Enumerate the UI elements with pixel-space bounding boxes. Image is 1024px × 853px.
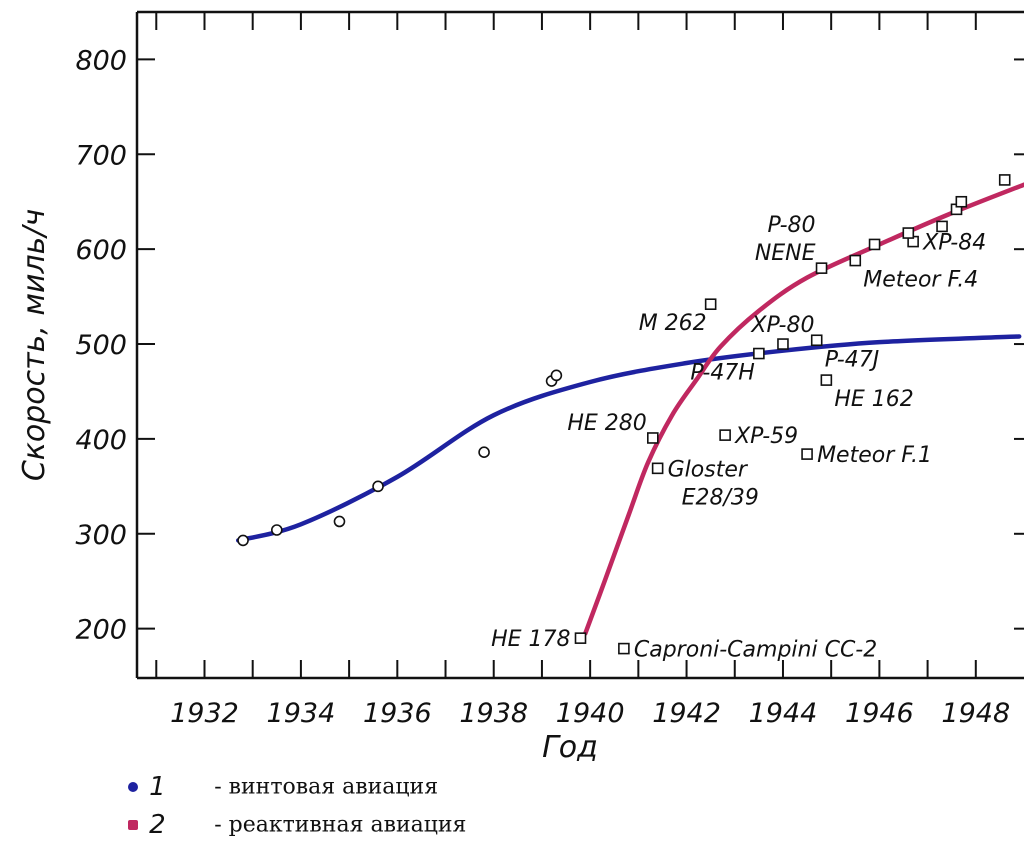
point-label: XP-84 (922, 231, 986, 256)
point-label-line2: E28/39 (682, 485, 759, 510)
y-tick-label: 400 (75, 425, 127, 456)
chart-ticks: 1932 1934 1936 1938 1940 1942 1944 1946 1948 200 3… (75, 12, 1024, 729)
x-tick-label: 1944 (749, 698, 818, 729)
y-tick-label: 500 (75, 330, 127, 361)
legend-marker-2 (128, 820, 138, 830)
x-tick-label: 1948 (941, 698, 1010, 729)
data-point-square (849, 254, 862, 267)
point-label: HE 162 (834, 387, 913, 412)
data-point-square (574, 632, 587, 644)
point-label: P-80 (768, 213, 816, 238)
data-point-square (777, 338, 789, 350)
point-label: M 262 (639, 311, 707, 336)
data-point-circle (270, 524, 283, 536)
legend-number: 2 (149, 810, 166, 840)
chart-points (237, 174, 1011, 655)
data-point-square (820, 374, 833, 386)
data-point-square (753, 347, 765, 360)
point-label: Meteor F.1 (817, 443, 932, 468)
y-tick-label: 800 (75, 45, 127, 76)
data-point-square (647, 432, 659, 444)
y-tick-label: 700 (75, 140, 127, 171)
point-label: P-47J (825, 347, 879, 372)
legend-marker-1 (128, 782, 138, 792)
point-label: XP-59 (734, 424, 798, 449)
y-axis-title: Скорость, миль/ч (17, 209, 52, 481)
legend-item-2: 2 - реактивная авиация (128, 810, 466, 840)
data-point-square (618, 642, 630, 655)
data-point-square (815, 262, 828, 274)
data-point-square (868, 238, 881, 251)
chart-annotations: HE 178 Caproni-Campini CC-2 HE 280 Gloster E… (491, 213, 986, 662)
point-label: Meteor F.4 (863, 268, 978, 293)
data-point-circle (550, 369, 563, 382)
x-axis-title: Год (542, 730, 598, 765)
data-point-square (704, 298, 717, 311)
data-point-circle (237, 534, 249, 547)
data-point-square (998, 174, 1011, 186)
data-point-square (955, 195, 968, 208)
point-label-line2: NENE (755, 241, 816, 266)
legend-text: - винтовая авиация (214, 774, 439, 800)
legend-item-1: 1 - винтовая авиация (128, 772, 438, 802)
x-tick-label: 1934 (267, 698, 336, 729)
point-label: HE 280 (567, 411, 646, 436)
data-point-square (936, 220, 948, 233)
legend-text: - реактивная авиация (214, 812, 467, 838)
x-tick-label: 1946 (845, 698, 914, 729)
legend-number: 1 (149, 772, 166, 802)
data-point-circle (333, 515, 346, 528)
data-point-square (810, 334, 823, 347)
chart-axes (135, 10, 1024, 680)
point-label: XP-80 (750, 313, 814, 338)
x-tick-label: 1936 (363, 698, 432, 729)
point-label: Caproni-Campini CC-2 (634, 638, 877, 663)
x-tick-label: 1940 (556, 698, 625, 729)
data-point-circle (372, 480, 384, 493)
x-tick-label: 1942 (652, 698, 721, 729)
chart-curves (235, 182, 1024, 636)
data-point-square (651, 462, 664, 475)
point-label: HE 178 (491, 627, 570, 652)
series-2-curve (583, 182, 1024, 636)
series-1-curve (235, 334, 1022, 543)
y-tick-label: 300 (75, 520, 127, 551)
point-label: P-47H (690, 361, 755, 386)
data-point-square (801, 448, 813, 460)
data-point-square (902, 227, 915, 239)
x-tick-label: 1938 (459, 698, 528, 729)
x-tick-label: 1932 (170, 698, 239, 729)
y-tick-label: 600 (75, 235, 127, 266)
point-label: Gloster (668, 457, 749, 482)
data-point-square (719, 429, 731, 441)
data-point-circle (478, 446, 490, 459)
y-tick-label: 200 (75, 615, 127, 646)
